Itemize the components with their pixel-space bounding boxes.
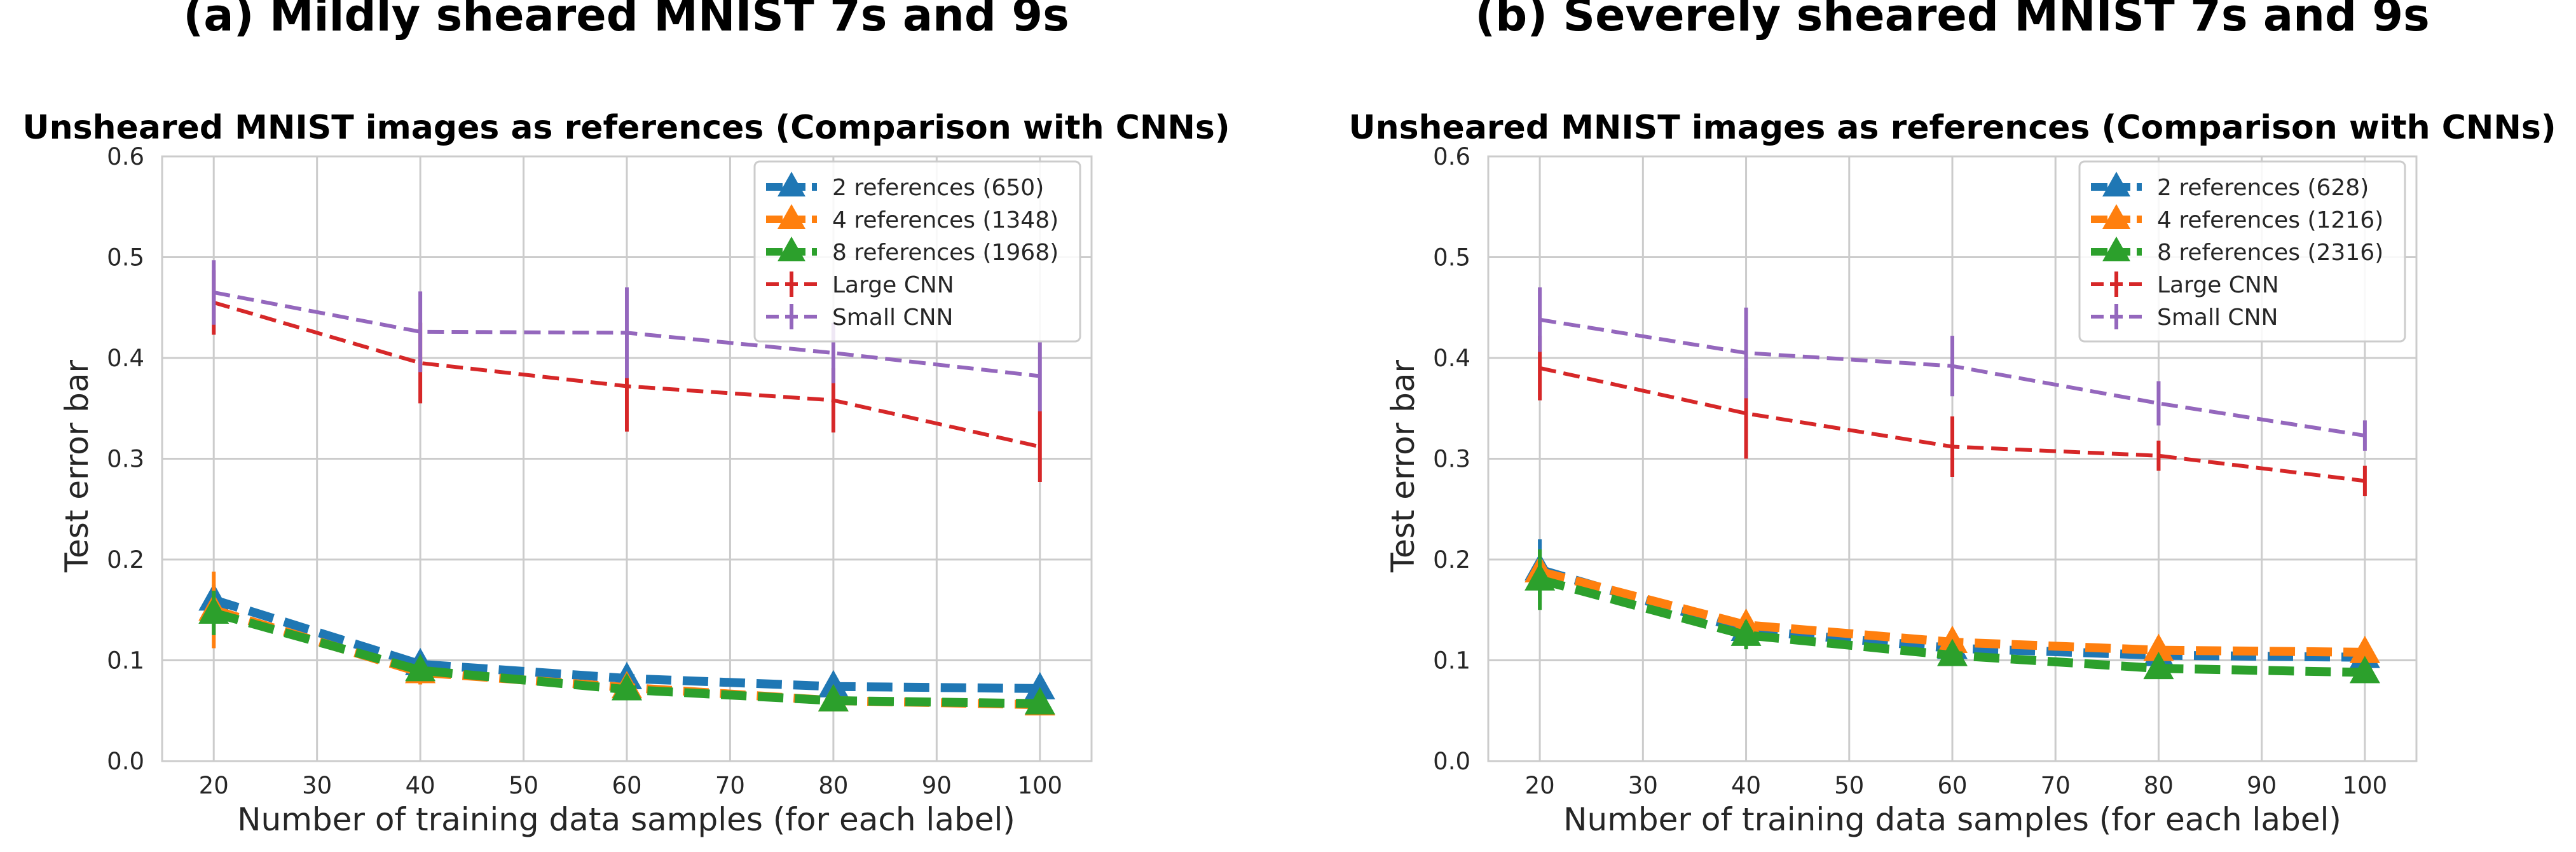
data-point-marker [1937,638,1968,666]
data-point-marker [2143,633,2174,661]
y-tick-label: 0.0 [107,748,144,775]
series-4 [1538,287,2367,451]
y-tick-label: 0.0 [1433,748,1470,775]
legend-label: 8 references (2316) [2157,240,2383,266]
x-tick-label: 90 [2247,772,2277,799]
data-point-marker [405,654,436,682]
legend-marker [2102,172,2130,196]
y-axis-label: Test error bar [1385,359,1422,573]
data-point-marker [1730,618,1762,646]
x-axis-label: Number of training data samples (for eac… [1563,801,2341,838]
y-tick-label: 0.2 [1433,546,1470,574]
panel-heading: (a) Mildly sheared MNIST 7s and 9s [183,0,1069,41]
x-tick-label: 40 [1731,772,1761,799]
plot-frame [161,155,1093,762]
legend-marker [778,237,805,261]
legend-label: Small CNN [2157,305,2278,331]
y-tick-label: 0.1 [107,647,144,675]
y-tick-label: 0.5 [1433,244,1470,271]
legend-label: 4 references (1348) [832,207,1058,233]
series-2 [1524,549,2380,684]
x-tick-label: 90 [922,772,952,799]
legend-box [2078,160,2406,343]
data-point-marker [2349,635,2380,663]
legend: 2 references (628) 4 references (1216) 8 r… [2078,160,2406,343]
y-axis-label: Test error bar [58,359,95,573]
y-tick-label: 0.3 [1433,446,1470,473]
legend-marker [2102,204,2130,229]
legend-label: 2 references (650) [832,175,1044,201]
x-tick-label: 80 [2144,772,2174,799]
legend-label: 4 references (1216) [2157,207,2383,233]
legend-label: Large CNN [2157,272,2279,298]
chart-title: Unsheared MNIST images as references (Co… [22,109,1230,147]
data-point-marker [1024,687,1055,715]
plot-frame [1487,155,2418,762]
x-tick-label: 60 [612,772,641,799]
y-tick-label: 0.5 [107,244,144,271]
panel-heading: (b) Severely sheared MNIST 7s and 9s [1475,0,2430,41]
legend-marker [2102,237,2130,261]
y-tick-label: 0.4 [1433,345,1470,372]
data-point-marker [818,684,849,711]
legend-marker [778,204,805,229]
data-point-marker [198,596,230,624]
legend: 2 references (650) 4 references (1348) 8 r… [753,160,1081,343]
y-tick-label: 0.1 [1433,647,1470,675]
data-point-marker [2349,656,2380,684]
y-tick-label: 0.2 [107,546,144,574]
legend-label: 2 references (628) [2157,175,2369,201]
legend-marker [778,172,805,196]
data-point-marker [1024,671,1055,699]
legend-box [753,160,1081,343]
x-tick-label: 20 [1525,772,1555,799]
x-tick-label: 30 [1628,772,1658,799]
x-tick-label: 100 [2343,772,2388,799]
data-point-marker [818,670,849,697]
x-axis-label: Number of training data samples (for eac… [237,801,1015,838]
x-tick-label: 20 [199,772,229,799]
y-tick-label: 0.4 [107,345,144,372]
y-tick-label: 0.3 [107,446,144,473]
x-tick-label: 50 [509,772,538,799]
y-tick-label: 0.6 [1433,143,1470,170]
y-tick-label: 0.6 [107,143,144,170]
x-tick-label: 40 [406,772,435,799]
x-tick-label: 70 [2041,772,2071,799]
series-2 [198,591,1055,715]
x-tick-label: 80 [818,772,848,799]
data-point-marker [2143,652,2174,680]
data-point-marker [612,673,642,701]
legend-label: Small CNN [832,305,953,331]
panel-b: (b) Severely sheared MNIST 7s and 9s Uns… [1348,0,2556,838]
panel-a: (a) Mildly sheared MNIST 7s and 9s Unshe… [22,0,1230,838]
x-tick-label: 100 [1017,772,1062,799]
legend-label: Large CNN [832,272,954,298]
x-tick-label: 30 [302,772,332,799]
legend-label: 8 references (1968) [832,240,1058,266]
x-tick-label: 50 [1834,772,1864,799]
chart-title: Unsheared MNIST images as references (Co… [1348,109,2556,147]
x-tick-label: 60 [1937,772,1967,799]
x-tick-label: 70 [715,772,745,799]
data-point-marker [1524,563,1556,591]
